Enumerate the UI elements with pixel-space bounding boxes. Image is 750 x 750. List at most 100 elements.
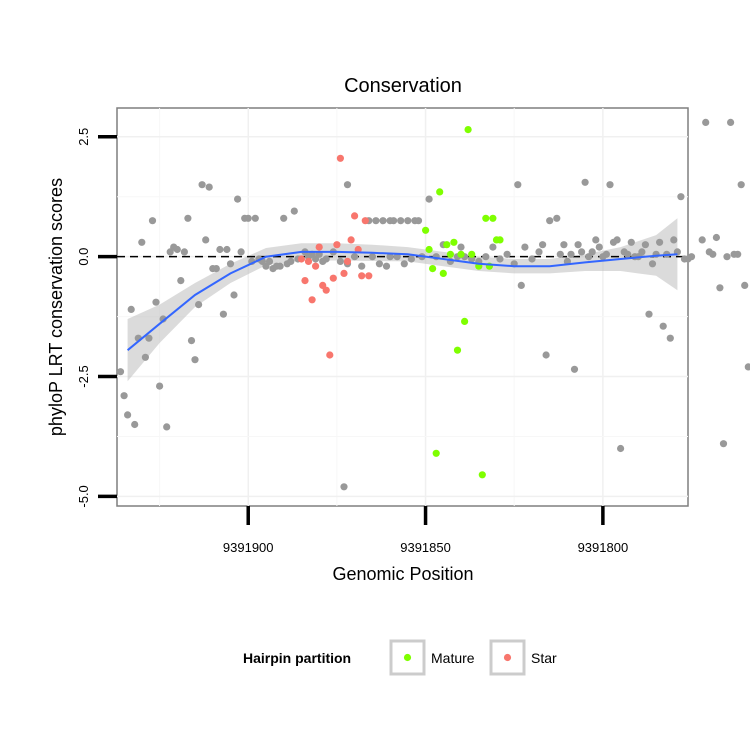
data-point-other [198, 181, 206, 189]
legend-key-star [489, 639, 526, 676]
data-point-other [141, 353, 149, 361]
legend-label-star: Star [531, 650, 557, 666]
data-point-star [312, 262, 320, 270]
data-point-other [514, 181, 522, 189]
smooth-line-layer [126, 250, 678, 351]
chart-title: Conservation [344, 75, 462, 97]
legend-title: Hairpin partition [243, 650, 351, 666]
data-point-other [638, 248, 646, 256]
data-point-other [276, 262, 284, 270]
data-point-other [741, 281, 749, 289]
data-point-mature [422, 226, 430, 234]
data-point-other [539, 241, 547, 249]
legend-label-mature: Mature [431, 650, 475, 666]
data-point-mature [439, 269, 447, 277]
data-point-other [641, 241, 650, 249]
x-tick-label: 9391800 [578, 540, 629, 555]
data-point-other [503, 250, 511, 258]
data-point-other [400, 260, 408, 268]
data-point-other [656, 238, 664, 246]
data-point-other [159, 315, 167, 323]
data-point-mature [468, 250, 476, 258]
data-point-other [127, 305, 135, 313]
data-point-star [343, 257, 352, 265]
data-point-other [595, 243, 603, 251]
x-axis-label: Genomic Position [332, 564, 473, 584]
data-point-mature [478, 471, 486, 479]
data-point-star [336, 154, 344, 162]
data-point-star [351, 212, 359, 220]
data-point-other [148, 217, 157, 225]
data-point-other [116, 368, 125, 376]
data-point-other [581, 178, 589, 186]
data-point-other [340, 483, 348, 491]
data-point-other [336, 257, 344, 265]
data-point-other [737, 181, 745, 189]
data-point-other [556, 250, 564, 258]
data-point-other [592, 236, 600, 244]
data-point-other [244, 214, 252, 222]
data-point-other [578, 248, 586, 256]
data-point-other [163, 423, 171, 431]
data-point-other [145, 334, 153, 342]
data-point-other [382, 262, 391, 270]
data-point-mature [464, 126, 472, 134]
data-point-other [156, 382, 164, 390]
data-point-other [574, 241, 582, 249]
data-point-other [375, 260, 383, 268]
data-point-other [202, 236, 210, 244]
data-point-other [372, 217, 380, 225]
data-point-mature [489, 214, 497, 222]
y-axis-label: phyloP LRT conservation scores [46, 178, 66, 436]
x-tick-label: 9391850 [400, 540, 451, 555]
data-point-other [627, 238, 635, 246]
data-point-other [602, 250, 611, 258]
data-point-star [361, 217, 369, 225]
data-point-star [315, 243, 323, 251]
data-point-other [124, 411, 132, 419]
data-point-other [570, 365, 579, 373]
y-tick-label: 2.5 [76, 128, 91, 146]
data-point-other [535, 248, 543, 256]
data-point-other [226, 260, 235, 268]
data-point-other [205, 183, 213, 191]
legend-marker-star [503, 653, 512, 662]
data-point-other [709, 250, 717, 258]
y-tick-label: -5.0 [76, 485, 91, 507]
data-point-other [425, 195, 433, 203]
data-point-other [230, 291, 238, 299]
data-point-other [404, 217, 412, 225]
data-point-star [308, 296, 316, 304]
data-point-other [645, 310, 653, 318]
axes-layer: -5.0 -2.5 0.0 2.5 9391900 9391850 9391800 [76, 128, 628, 555]
data-point-other [702, 118, 710, 126]
data-point-other [521, 243, 529, 251]
data-point-other [173, 245, 181, 254]
data-point-other [659, 322, 667, 330]
data-point-other [358, 262, 366, 270]
data-point-other [727, 118, 735, 126]
data-point-other [290, 207, 298, 215]
data-point-other [287, 257, 295, 265]
data-point-other [187, 337, 196, 345]
data-point-other [219, 310, 227, 318]
data-point-mature [450, 238, 458, 246]
data-point-other [237, 248, 245, 256]
data-point-other [457, 243, 465, 251]
data-point-other [723, 253, 731, 261]
data-point-other [542, 351, 550, 359]
data-point-other [489, 243, 497, 251]
data-point-other [184, 214, 192, 222]
data-point-other [567, 250, 575, 258]
data-point-other [496, 255, 504, 263]
data-point-other [351, 253, 359, 261]
data-point-star [358, 272, 366, 280]
data-point-other [280, 214, 288, 222]
smooth-line [126, 250, 678, 351]
data-point-other [386, 253, 394, 261]
data-point-other [553, 214, 561, 222]
data-point-star [322, 286, 330, 294]
data-point-other [482, 253, 490, 261]
data-point-other [606, 181, 614, 189]
